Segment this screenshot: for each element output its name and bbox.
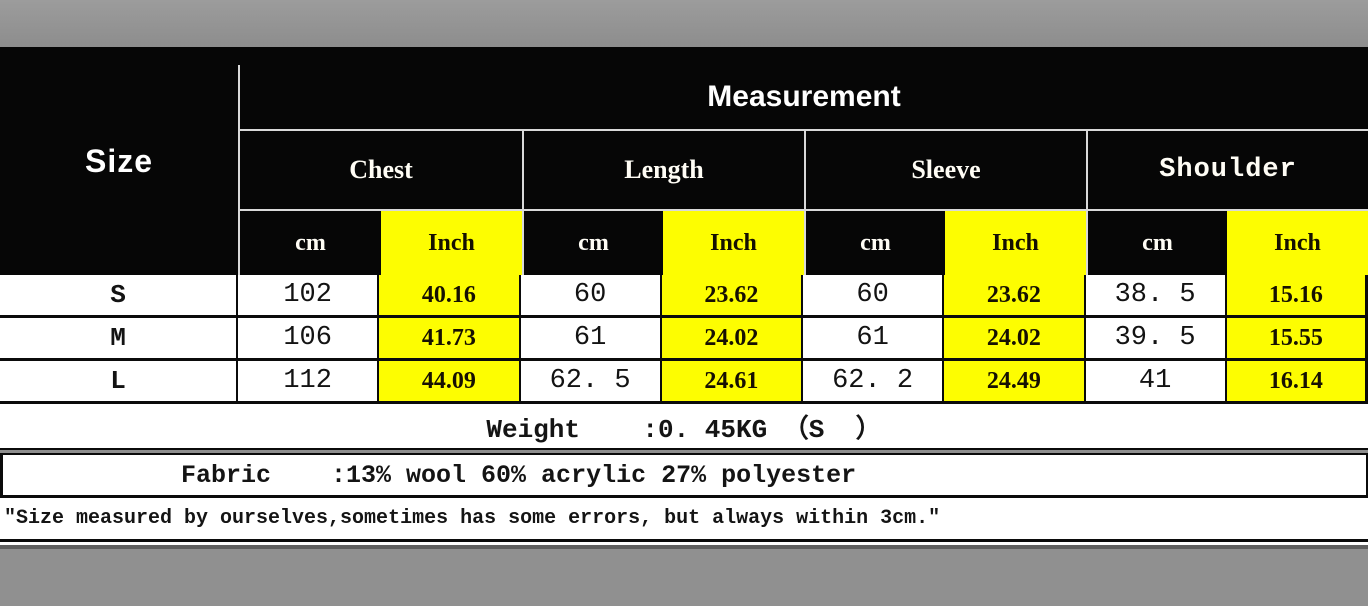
row-m-sleeve-inch: 24.02	[944, 318, 1086, 361]
row-s-sleeve-inch: 23.62	[944, 275, 1086, 318]
bottom-divider-line	[0, 545, 1368, 549]
group-header-shoulder: Shoulder	[1086, 131, 1368, 209]
row-l-length-inch: 24.61	[661, 361, 803, 404]
group-header-chest: Chest	[349, 155, 413, 184]
bottom-white-strip	[0, 542, 1368, 545]
row-s-shoulder-inch: 15.16	[1226, 275, 1368, 318]
size-header-cell: Size	[0, 47, 238, 275]
weight-row: Weight :0. 45KG （S ）	[0, 404, 1368, 450]
size-header-label: Size	[84, 142, 154, 179]
bottom-gray-band	[0, 549, 1368, 606]
note-text: ″Size measured by ourselves,sometimes ha…	[4, 507, 941, 530]
row-m-chest-inch: 41.73	[379, 318, 521, 361]
measurement-panel: Measurement Chest Length Sleeve Shoulder…	[238, 65, 1368, 275]
row-s-sleeve-cm: 60	[803, 275, 945, 318]
unit-header-row: cm Inch cm Inch cm Inch cm Inch	[240, 211, 1368, 275]
row-s-shoulder-cm: 38. 5	[1085, 275, 1227, 318]
unit-header-chest-cm: cm	[295, 229, 326, 256]
unit-header-shoulder-cm: cm	[1086, 211, 1227, 275]
group-header-sleeve: Sleeve	[804, 131, 1086, 209]
row-s-size-label: S	[0, 275, 238, 318]
unit-header-chest-inch: Inch	[381, 211, 522, 275]
fabric-row: Fabric :13% wool 60% acrylic 27% polyest…	[0, 453, 1368, 498]
note-row: ″Size measured by ourselves,sometimes ha…	[0, 498, 1368, 542]
size-table-body: S 102 40.16 60 23.62 60 23.62 38. 5 15.1…	[0, 275, 1368, 404]
measurement-header-label: Measurement	[707, 80, 901, 113]
row-l-sleeve-cm: 62. 2	[803, 361, 945, 404]
row-l-chest-cm: 112	[238, 361, 380, 404]
row-m-chest-cm: 106	[238, 318, 380, 361]
row-l-shoulder-inch: 16.14	[1226, 361, 1368, 404]
unit-header-sleeve-cm: cm	[804, 211, 945, 275]
row-s-chest-cm: 102	[238, 275, 380, 318]
top-gray-band	[0, 0, 1368, 47]
row-s-length-cm: 60	[520, 275, 662, 318]
row-m-length-inch: 24.02	[661, 318, 803, 361]
row-l-chest-inch: 44.09	[379, 361, 521, 404]
measurement-header-row: Measurement	[240, 65, 1368, 131]
row-l-size-label: L	[0, 361, 238, 404]
group-header-row: Chest Length Sleeve Shoulder	[240, 131, 1368, 211]
row-l-length-cm: 62. 5	[520, 361, 662, 404]
fabric-text: Fabric :13% wool 60% acrylic 27% polyest…	[181, 460, 857, 490]
row-m-size-label: M	[0, 318, 238, 361]
unit-header-shoulder-inch: Inch	[1227, 211, 1368, 275]
unit-header-length-cm: cm	[522, 211, 663, 275]
row-m-sleeve-cm: 61	[803, 318, 945, 361]
unit-header-length-inch: Inch	[663, 211, 804, 275]
row-m-shoulder-inch: 15.55	[1226, 318, 1368, 361]
row-s-chest-inch: 40.16	[379, 275, 521, 318]
unit-header-sleeve-inch: Inch	[945, 211, 1086, 275]
table-header: Size Measurement Chest Length Sleeve Sho…	[0, 47, 1368, 275]
row-l-sleeve-inch: 24.49	[944, 361, 1086, 404]
row-s-length-inch: 23.62	[661, 275, 803, 318]
row-m-shoulder-cm: 39. 5	[1085, 318, 1227, 361]
weight-text: Weight :0. 45KG （S ）	[486, 414, 882, 445]
row-l-shoulder-cm: 41	[1085, 361, 1227, 404]
row-m-length-cm: 61	[520, 318, 662, 361]
group-header-length: Length	[522, 131, 804, 209]
